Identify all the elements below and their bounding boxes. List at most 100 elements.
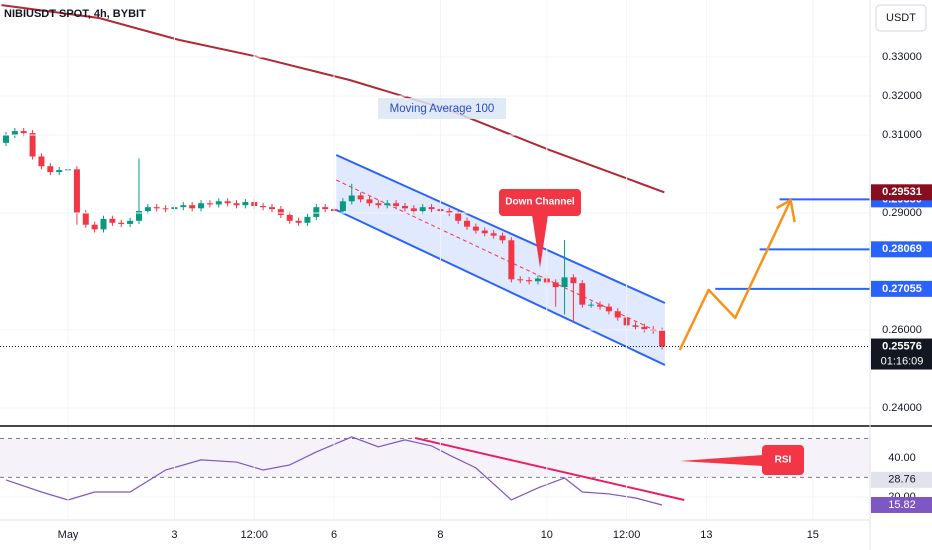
- candle-body: [162, 208, 169, 210]
- candle-body: [277, 209, 284, 215]
- level-label: 0.28069: [882, 243, 922, 255]
- candle-body: [286, 214, 293, 221]
- candle-body: [499, 235, 506, 241]
- candle-body: [552, 282, 559, 288]
- candle-body: [47, 166, 54, 173]
- candle-body: [464, 220, 471, 227]
- candle-body: [233, 203, 240, 206]
- y-tick-label: 0.32000: [882, 90, 922, 102]
- countdown: 01:16:09: [881, 355, 924, 367]
- candle-body: [313, 207, 320, 217]
- y-tick-label: 0.24000: [882, 402, 922, 414]
- candle-body: [561, 277, 568, 288]
- channel-callout: [499, 189, 581, 216]
- candle-body: [339, 201, 346, 212]
- candle-body: [189, 205, 196, 209]
- candle-body: [260, 205, 267, 208]
- rsi-value-bg: [871, 496, 932, 513]
- candle-body: [446, 211, 453, 214]
- rsi-line: [5, 436, 663, 506]
- x-tick-label: May: [58, 529, 79, 541]
- candle-body: [11, 131, 18, 136]
- x-tick-label: 8: [437, 529, 443, 541]
- candle-body: [118, 222, 125, 224]
- candle-body: [517, 279, 524, 281]
- rsi-label: RSI: [775, 455, 792, 466]
- rsi-trend-line: [414, 436, 685, 501]
- channel-upper: [335, 154, 666, 304]
- ma-label: Moving Average 100: [390, 103, 495, 115]
- candle-body: [91, 224, 98, 230]
- channel-callout-pointer: [532, 215, 548, 268]
- x-tick-label: 15: [807, 529, 819, 541]
- x-tick-label: 10: [541, 529, 553, 541]
- y-tick-label: 0.29000: [882, 207, 922, 219]
- candle-body: [224, 201, 231, 204]
- rsi-ma-label: 28.76: [888, 474, 916, 486]
- x-tick-label: 12:00: [613, 529, 641, 541]
- plot-layer: [0, 0, 870, 520]
- candle-body: [508, 240, 515, 280]
- axis-layer: 0.33000 0.32000 0.31000 0.29000 0.26000 0.240…: [58, 51, 932, 541]
- rsi-value-label: 15.82: [888, 499, 916, 511]
- candle-body: [206, 203, 213, 205]
- last-price-bg: [871, 338, 932, 370]
- candle-body: [153, 207, 160, 209]
- candle-body: [597, 304, 604, 307]
- candle-body: [38, 156, 45, 167]
- candle-body: [401, 205, 408, 209]
- ma-label-bg: [378, 98, 506, 119]
- rsi-callout-pointer: [680, 455, 763, 466]
- rsi-callout: [762, 445, 804, 475]
- channel-label: Down Channel: [505, 197, 575, 208]
- candle-body: [605, 306, 612, 312]
- candle-body: [29, 133, 36, 157]
- candle-body: [357, 195, 364, 200]
- candle-body: [56, 170, 63, 173]
- channel-fill: [336, 155, 665, 365]
- candle-body: [472, 226, 479, 231]
- candle-body: [144, 207, 151, 212]
- candle-body: [455, 213, 462, 221]
- level-label-bg: [871, 241, 932, 258]
- candle-body: [659, 330, 666, 347]
- last-price-label: 0.25576: [882, 340, 922, 352]
- candle-body: [614, 311, 621, 318]
- candle-body: [393, 203, 400, 206]
- candle-body: [73, 169, 80, 214]
- candle-body: [570, 277, 577, 284]
- projection-arrowhead: [776, 198, 796, 223]
- rsi-tick-label: 40.00: [888, 452, 916, 464]
- candle-body: [322, 207, 329, 210]
- currency-button[interactable]: [875, 4, 927, 32]
- candle-body: [20, 131, 27, 134]
- candle-body: [428, 207, 435, 210]
- chart-title: NIBIUSDT SPOT, 4h, BYBIT: [4, 8, 146, 20]
- x-tick-label: 3: [171, 529, 177, 541]
- price-pane: [0, 4, 870, 366]
- ma-price-bg: [871, 184, 932, 201]
- candle-body: [268, 207, 275, 210]
- candle-body: [579, 283, 586, 305]
- candle-body: [304, 216, 311, 223]
- rsi-ma-bg: [871, 471, 932, 488]
- candle-body: [295, 220, 302, 223]
- channel-lower: [335, 209, 666, 366]
- candle-body: [588, 304, 595, 306]
- currency-label: USDT: [886, 12, 916, 24]
- y-tick-label: 0.33000: [882, 51, 922, 63]
- level-label-bg: [871, 280, 932, 297]
- candle-body: [180, 205, 187, 208]
- projection-path: [678, 199, 792, 351]
- candle-body: [632, 325, 639, 327]
- candle-body: [384, 203, 391, 206]
- candle-body: [2, 135, 9, 143]
- candle-body: [410, 208, 417, 212]
- moving-average: [1, 4, 665, 194]
- candle-body: [375, 203, 382, 206]
- candle-body: [109, 218, 116, 223]
- candle-body: [135, 211, 142, 221]
- x-tick-label: 13: [700, 529, 712, 541]
- x-tick-label: 12:00: [240, 529, 268, 541]
